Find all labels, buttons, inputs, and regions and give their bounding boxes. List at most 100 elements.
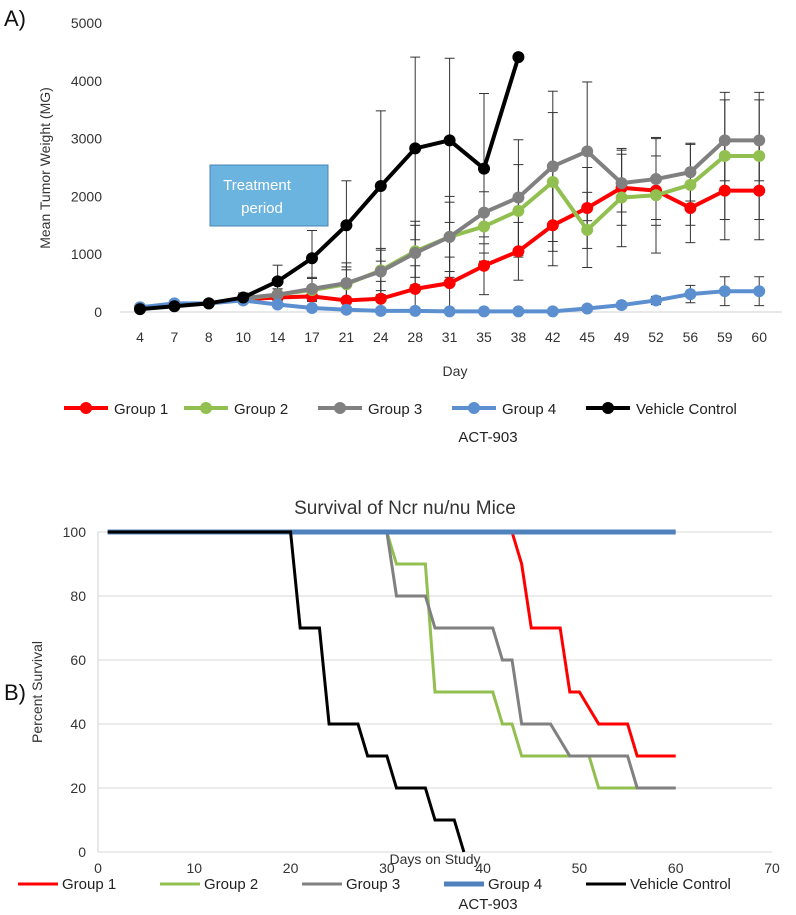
data-point-group-2 (478, 220, 490, 233)
data-point-group-4 (443, 305, 456, 318)
data-point-group-4 (512, 305, 525, 318)
panel-b-plot: 0 20 40 60 80 100 0 10 20 30 40 50 60 70 (63, 524, 780, 876)
data-point-group-1 (581, 201, 594, 214)
x-tick-label: 17 (304, 329, 320, 345)
data-point-group-1 (374, 292, 387, 305)
data-point-group-3 (718, 134, 731, 147)
legend-label-group-1: Group 1 (62, 876, 116, 893)
data-point-vehicle-control (237, 291, 250, 304)
x-tick-label: 31 (442, 329, 458, 345)
data-point-group-3 (753, 134, 766, 147)
data-point-group-4 (718, 285, 731, 298)
x-tick-label: 30 (379, 860, 395, 876)
data-point-group-2 (650, 189, 662, 202)
x-tick-label: 21 (339, 329, 355, 345)
data-point-vehicle-control (443, 134, 456, 147)
x-tick-label: 60 (751, 329, 767, 345)
x-tick-label: 20 (283, 860, 299, 876)
panel-a-plot: 0 1000 2000 3000 4000 5000 4 7 8 10 14 17 21 24 28 31 35… (71, 15, 782, 345)
y-tick-label: 60 (70, 652, 86, 668)
x-tick-label: 10 (186, 860, 202, 876)
data-point-group-3 (271, 288, 284, 301)
data-point-group-1 (512, 245, 525, 258)
y-tick-label: 0 (94, 304, 102, 320)
callout-box (209, 164, 329, 227)
data-point-vehicle-control (512, 51, 525, 64)
y-tick-label: 0 (78, 844, 86, 860)
data-point-group-2 (581, 223, 594, 236)
x-tick-label: 45 (579, 329, 595, 345)
legend-marker (200, 402, 212, 414)
legend-label-group-4: Group 4 (502, 401, 556, 418)
panel-b-y-axis-label: Percent Survival (29, 641, 45, 743)
data-point-group-3 (306, 282, 318, 295)
x-tick-label: 59 (717, 329, 733, 345)
data-point-group-1 (684, 201, 697, 214)
data-point-group-1 (409, 282, 422, 295)
data-point-group-1 (478, 259, 490, 272)
treatment-period-callout: Treatment period (209, 164, 329, 227)
data-point-group-2 (512, 204, 525, 217)
survival-line-group-2 (385, 531, 676, 790)
data-point-vehicle-control (478, 162, 490, 175)
data-point-group-3 (512, 191, 525, 204)
data-point-group-3 (409, 247, 422, 260)
panel-b-legend-caption: ACT-903 (458, 896, 517, 913)
x-tick-label: 49 (614, 329, 630, 345)
data-point-group-4 (374, 304, 387, 317)
data-point-group-4 (753, 285, 766, 298)
panel-a-label: A) (4, 6, 26, 31)
panel-a-y-axis-label: Mean Tumor Weight (MG) (37, 87, 53, 249)
legend-label-group-1: Group 1 (114, 401, 168, 418)
survival-line-group-3 (385, 531, 676, 790)
x-tick-label: 4 (136, 329, 144, 345)
x-tick-label: 28 (407, 329, 423, 345)
data-point-group-3 (546, 160, 559, 173)
data-point-group-3 (684, 166, 697, 179)
x-tick-label: 60 (668, 860, 684, 876)
data-point-group-4 (409, 304, 422, 317)
data-point-vehicle-control (271, 275, 284, 288)
panel-b-title: Survival of Ncr nu/nu Mice (294, 498, 516, 519)
x-tick-label: 70 (764, 860, 780, 876)
callout-line2: period (241, 200, 283, 217)
data-point-group-4 (271, 298, 284, 311)
x-tick-label: 38 (511, 329, 527, 345)
data-point-group-1 (753, 184, 766, 197)
data-point-group-2 (753, 149, 766, 162)
y-tick-label: 4000 (71, 73, 102, 89)
data-point-group-1 (546, 219, 559, 232)
data-point-vehicle-control (340, 219, 353, 232)
legend-marker (468, 402, 480, 414)
x-tick-label: 50 (572, 860, 588, 876)
legend-label-vehicle-control: Vehicle Control (636, 401, 737, 418)
data-point-vehicle-control (306, 252, 318, 265)
data-point-group-3 (478, 206, 490, 219)
data-point-vehicle-control (168, 300, 181, 313)
data-point-group-4 (581, 302, 594, 315)
data-point-group-3 (340, 277, 353, 290)
data-point-group-3 (374, 265, 387, 278)
data-point-group-4 (546, 305, 559, 318)
legend-label-group-2: Group 2 (234, 401, 288, 418)
callout-line1: Treatment (223, 177, 292, 194)
data-point-group-3 (581, 145, 594, 158)
x-tick-label: 7 (171, 329, 179, 345)
data-point-group-2 (718, 149, 731, 162)
data-point-group-3 (443, 230, 456, 243)
panel-a-legend: Group 1 Group 2 Group 3 Group 4 Vehicle Cont… (64, 401, 737, 418)
legend-marker (80, 402, 92, 414)
y-tick-label: 80 (70, 588, 86, 604)
data-point-group-1 (443, 277, 456, 290)
x-tick-label: 35 (476, 329, 492, 345)
legend-label-group-3: Group 3 (346, 876, 400, 893)
x-tick-label: 14 (270, 329, 286, 345)
y-tick-label: 2000 (71, 188, 102, 204)
data-point-vehicle-control (374, 179, 387, 192)
data-point-vehicle-control (134, 303, 146, 316)
y-tick-label: 3000 (71, 131, 102, 147)
y-tick-label: 5000 (71, 15, 102, 31)
x-tick-label: 8 (205, 329, 213, 345)
data-point-group-2 (684, 178, 697, 191)
